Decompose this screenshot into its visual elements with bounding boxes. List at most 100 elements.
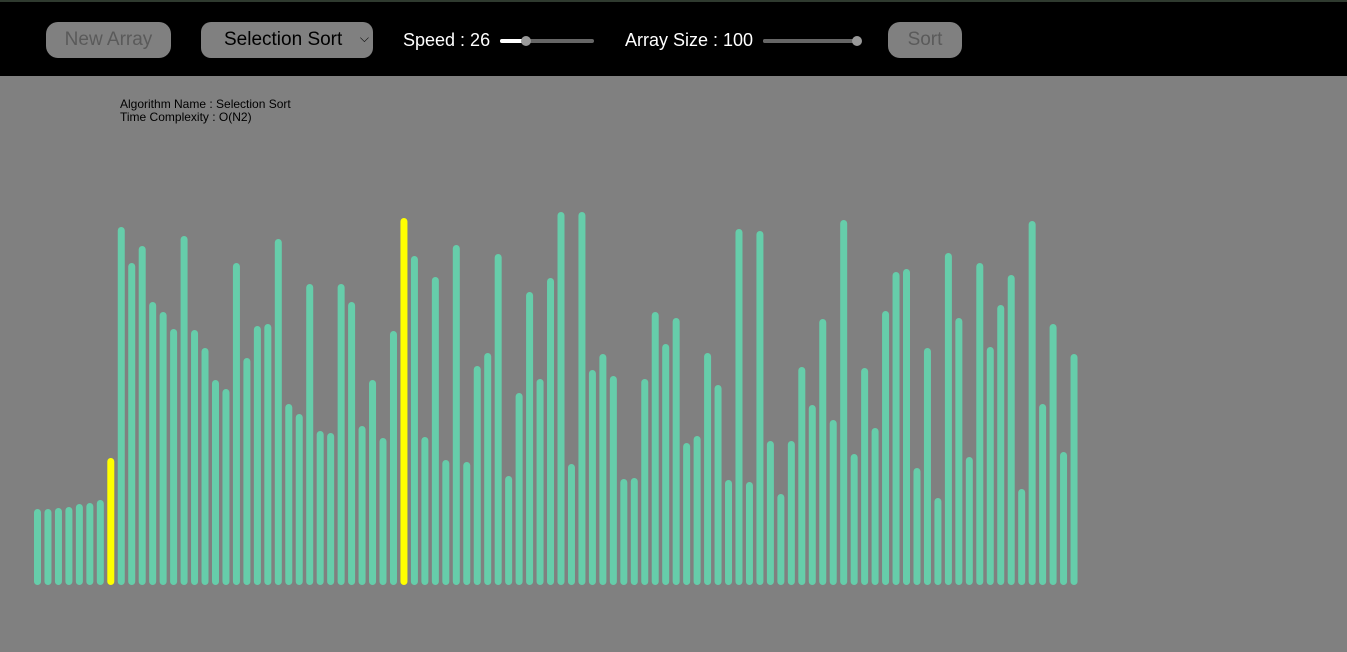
array-bar — [138, 246, 146, 585]
array-bar — [578, 212, 586, 585]
array-bar — [515, 393, 523, 585]
array-bar — [1060, 452, 1068, 585]
array-bar — [442, 460, 450, 585]
array-bar — [117, 227, 125, 585]
array-bar — [1049, 324, 1057, 585]
new-array-button[interactable]: New Array — [46, 22, 171, 58]
array-bar — [149, 302, 157, 585]
array-bar — [358, 426, 366, 585]
array-bar — [1007, 275, 1015, 585]
array-bar — [1070, 354, 1078, 585]
array-size-slider-fill — [763, 39, 857, 43]
array-bar — [232, 263, 240, 585]
array-bar — [211, 380, 219, 585]
array-bar — [850, 454, 858, 585]
array-bar — [620, 479, 628, 585]
array-bar — [567, 464, 575, 585]
array-bar — [903, 269, 911, 585]
array-bar — [861, 368, 869, 585]
algorithm-name: Algorithm Name : Selection Sort — [120, 97, 291, 111]
top-toolbar: New Array Selection Sort ⌵ Speed : 26 Ar… — [0, 0, 1347, 76]
array-size-slider[interactable] — [763, 36, 862, 46]
array-bar — [725, 480, 733, 585]
array-bar — [128, 263, 136, 585]
array-bar — [201, 348, 209, 585]
array-bar — [1018, 489, 1026, 585]
array-bar — [766, 441, 774, 585]
array-bar — [609, 376, 617, 585]
array-bar — [180, 236, 188, 585]
array-bar — [787, 441, 795, 585]
array-bar — [840, 220, 848, 585]
array-bar — [693, 436, 701, 585]
speed-slider[interactable] — [500, 36, 594, 46]
array-bar — [745, 482, 753, 585]
array-bar — [505, 476, 513, 585]
array-size-slider-thumb[interactable] — [852, 36, 862, 46]
array-bar — [369, 380, 377, 585]
array-bar — [159, 312, 167, 585]
array-bar — [756, 231, 764, 585]
array-bar — [379, 438, 387, 585]
array-bar — [641, 379, 649, 585]
array-bar — [389, 331, 397, 585]
sort-button[interactable]: Sort — [888, 22, 962, 58]
array-bar — [170, 329, 178, 585]
array-size-label: Array Size : 100 — [625, 30, 754, 50]
array-bar — [191, 330, 199, 585]
array-bar — [714, 385, 722, 585]
array-bar — [44, 509, 52, 585]
array-bar — [798, 367, 806, 585]
array-bar — [1028, 221, 1036, 585]
array-bar — [264, 324, 272, 585]
time-complexity: Time Complexity : O(N2) — [120, 110, 252, 124]
array-bar — [557, 212, 565, 585]
array-bar — [348, 302, 356, 585]
array-bar — [473, 366, 481, 585]
array-bar — [630, 478, 638, 585]
array-bar — [976, 263, 984, 585]
array-bar — [808, 405, 816, 585]
array-bar — [75, 504, 83, 585]
speed-slider-thumb[interactable] — [521, 36, 532, 46]
array-bar — [704, 353, 712, 585]
array-bar — [997, 305, 1005, 585]
array-bar — [662, 344, 670, 585]
array-bar — [955, 318, 963, 585]
array-bar-highlighted — [400, 218, 408, 585]
array-bar — [431, 277, 439, 585]
array-bar — [274, 239, 282, 585]
array-bar — [295, 414, 303, 585]
array-bar — [882, 311, 890, 585]
speed-slider-fill — [500, 39, 527, 43]
array-bar — [463, 462, 471, 585]
array-bar — [819, 319, 827, 585]
array-bar — [1039, 404, 1047, 585]
array-bar — [934, 498, 942, 585]
array-bar — [243, 358, 251, 585]
array-bar — [34, 509, 41, 585]
array-bar — [944, 253, 952, 585]
array-bar — [410, 256, 418, 585]
array-bar — [452, 245, 460, 585]
array-bar — [777, 494, 785, 585]
array-bar — [494, 254, 502, 585]
array-bar — [986, 347, 994, 585]
algorithm-info: Algorithm Name : Selection Sort Time Com… — [120, 98, 291, 124]
array-bar — [86, 503, 94, 585]
array-bar — [965, 457, 973, 585]
array-bar — [892, 272, 900, 585]
array-bar — [222, 389, 230, 585]
array-bar — [306, 284, 314, 585]
array-bar — [327, 433, 335, 585]
speed-slider-track — [500, 39, 594, 43]
algorithm-select[interactable]: Selection Sort ⌵ — [201, 22, 373, 58]
array-bar — [253, 326, 261, 585]
array-bar — [651, 312, 659, 585]
algorithm-select-value: Selection Sort — [224, 29, 343, 50]
array-bar — [484, 353, 492, 585]
array-bar — [923, 348, 931, 585]
array-bar — [588, 370, 596, 585]
chevron-down-icon: ⌵ — [359, 31, 369, 45]
